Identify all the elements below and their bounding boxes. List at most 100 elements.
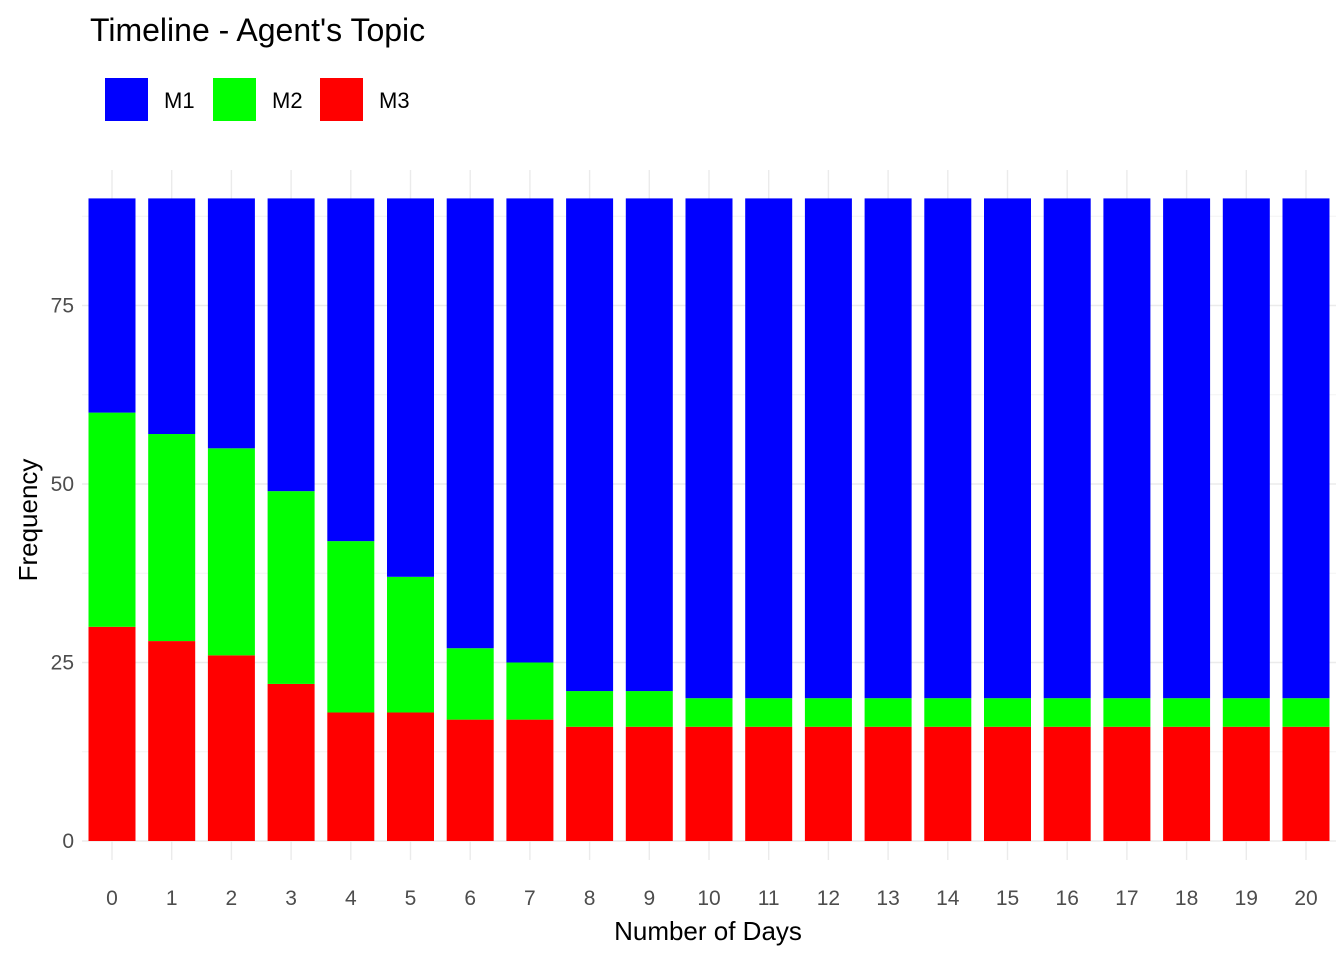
bar-m1-day-17 [1103,198,1151,699]
bar-m1-day-6 [446,198,494,649]
bar-m1-day-3 [267,198,315,492]
bar-m2-day-8 [566,691,614,727]
bar-m3-day-14 [924,726,972,841]
x-tick-label: 1 [166,887,178,910]
bar-m2-day-19 [1222,698,1270,727]
bar-m2-day-16 [1043,698,1091,727]
bar-m3-day-15 [984,726,1031,841]
bar-m3-day-13 [864,726,912,841]
bar-m1-day-9 [625,198,673,692]
x-tick-label: 20 [1294,887,1317,910]
bar-m1-day-0 [88,198,136,413]
y-tick-label: 50 [51,473,74,496]
bar-m2-day-2 [207,448,255,656]
bars [88,198,1330,841]
bar-m3-day-7 [506,719,554,841]
bar-m2-day-7 [506,662,554,720]
x-axis-title: Number of Days [614,916,802,946]
bar-m2-day-0 [88,412,136,627]
x-tick-label: 3 [285,887,297,910]
y-tick-label: 25 [51,652,74,675]
bar-m3-day-9 [625,726,673,841]
bar-m1-day-8 [566,198,614,692]
x-tick-label: 7 [524,887,536,910]
x-tick-label: 4 [345,887,357,910]
bar-m2-day-6 [446,648,494,720]
bar-m1-day-2 [207,198,255,449]
bar-m2-day-4 [327,541,375,713]
bar-m2-day-11 [745,698,793,727]
x-tick-label: 0 [106,887,118,910]
bar-m1-day-10 [685,198,733,699]
bar-m3-day-10 [685,726,733,841]
bar-m3-day-19 [1222,726,1270,841]
bar-m2-day-10 [685,698,733,727]
bar-m1-day-1 [148,198,196,435]
legend-label-m1: M1 [164,88,195,113]
x-tick-label: 8 [584,887,596,910]
x-tick-label: 17 [1115,887,1138,910]
bar-m1-day-15 [984,198,1031,699]
bar-m1-day-20 [1282,198,1330,699]
bar-m2-day-20 [1282,698,1330,727]
bar-m1-day-12 [804,198,852,699]
bar-m3-day-20 [1282,726,1330,841]
bar-m1-day-16 [1043,198,1091,699]
x-tick-label: 10 [697,887,720,910]
legend-key-m1 [105,78,148,121]
bar-m2-day-3 [267,491,315,684]
x-tick-label: 5 [405,887,417,910]
bar-m3-day-5 [387,712,434,841]
x-tick-label: 12 [817,887,840,910]
legend: M1 M2 M3 [105,78,410,121]
chart-title: Timeline - Agent's Topic [90,12,425,48]
x-axis-ticks: 0 1 2 3 4 5 6 7 8 9 10 11 12 13 14 15 16 17 18 19 20 [106,887,1318,910]
bar-m1-day-13 [864,198,912,699]
bar-m2-day-13 [864,698,912,727]
legend-key-m2 [213,78,256,121]
y-axis-title: Frequency [13,459,43,582]
bar-m3-day-18 [1163,726,1211,841]
x-tick-label: 13 [876,887,899,910]
bar-m3-day-1 [148,641,196,841]
bar-m2-day-1 [148,434,196,642]
bar-m2-day-15 [984,698,1031,727]
bar-m3-day-4 [327,712,375,841]
x-tick-label: 16 [1056,887,1079,910]
x-tick-label: 15 [996,887,1019,910]
bar-m1-day-18 [1163,198,1211,699]
bar-m1-day-11 [745,198,793,699]
x-tick-label: 2 [226,887,238,910]
bar-m2-day-12 [804,698,852,727]
x-tick-label: 14 [936,887,960,910]
bar-m3-day-8 [566,726,614,841]
bar-m1-day-19 [1222,198,1270,699]
bar-m2-day-14 [924,698,972,727]
x-tick-label: 18 [1175,887,1198,910]
legend-key-m3 [320,78,363,121]
y-axis-ticks: 0 25 50 75 [51,295,74,854]
bar-m2-day-9 [625,691,673,727]
bar-m3-day-2 [207,655,255,841]
y-tick-label: 75 [51,295,74,318]
bar-m2-day-18 [1163,698,1211,727]
bar-m3-day-16 [1043,726,1091,841]
x-tick-label: 11 [758,887,780,910]
bar-m2-day-5 [387,576,434,713]
x-tick-label: 19 [1235,887,1258,910]
x-tick-label: 9 [643,887,655,910]
bar-m1-day-7 [506,198,554,663]
bar-m3-day-12 [804,726,852,841]
y-tick-label: 0 [62,830,74,853]
x-tick-label: 6 [464,887,476,910]
bar-m3-day-0 [88,626,136,841]
bar-m3-day-3 [267,683,315,841]
bar-m1-day-4 [327,198,375,542]
legend-label-m3: M3 [379,88,410,113]
bar-m3-day-11 [745,726,793,841]
bar-m3-day-17 [1103,726,1151,841]
bar-m3-day-6 [446,719,494,841]
bar-m1-day-5 [387,198,434,577]
legend-label-m2: M2 [272,88,303,113]
